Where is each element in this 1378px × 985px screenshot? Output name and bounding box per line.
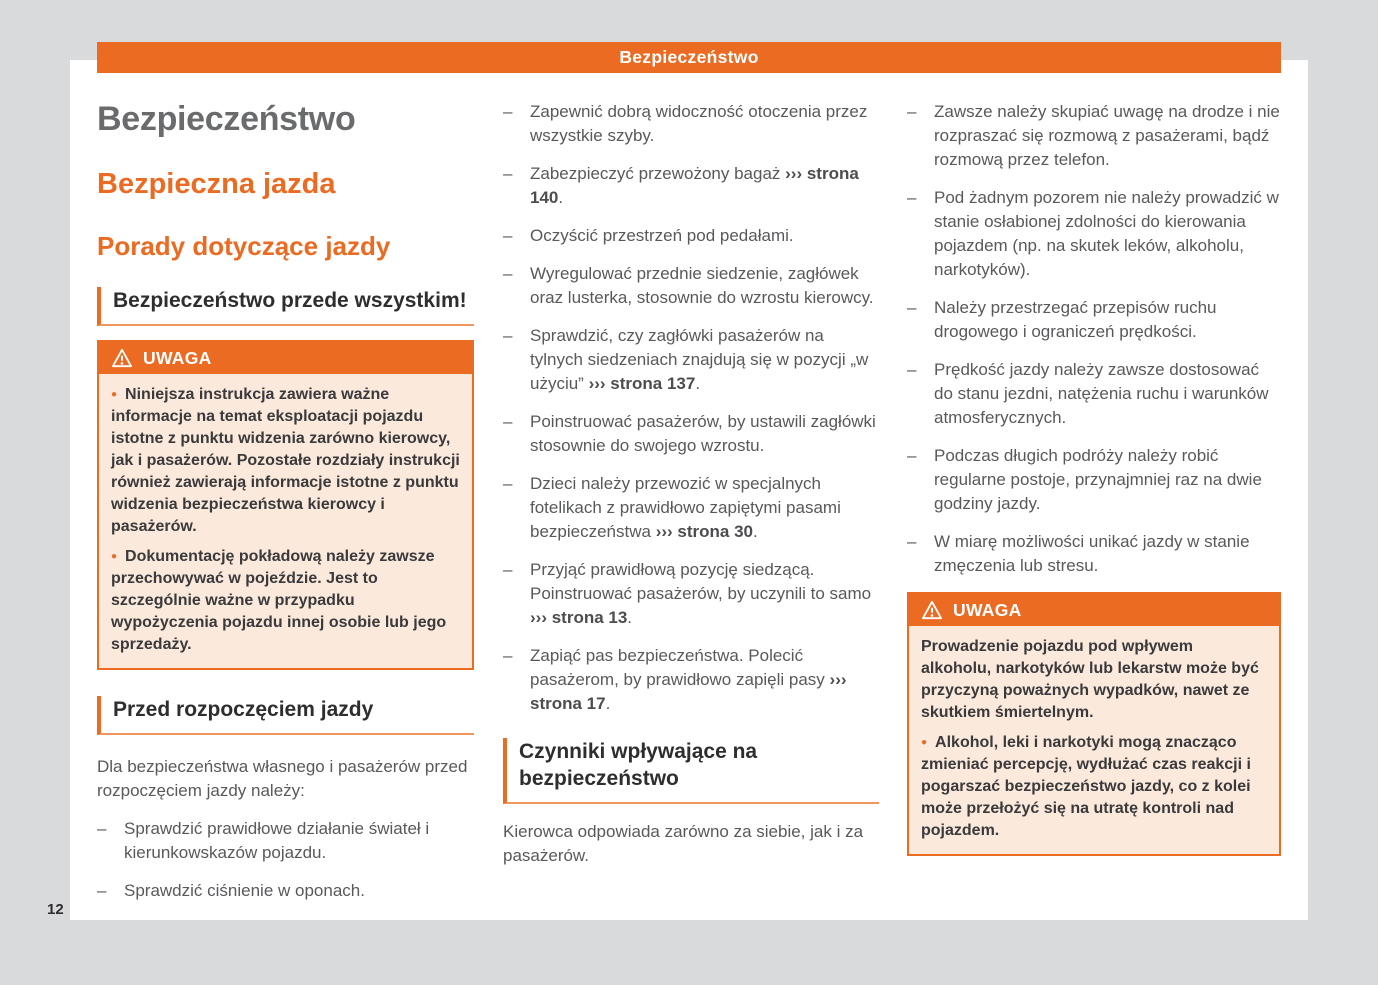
heading-czynniki-wplywajace: Czynniki wpływające na bezpieczeństwo [503, 738, 879, 804]
list-item: – Dzieci należy przewozić w specjalnych f… [503, 474, 841, 541]
warning-box-body: ● Niniejsza instrukcja zawiera ważne info… [99, 374, 472, 668]
warning-triangle-icon [922, 600, 942, 620]
heading-przed-rozpoczeciem-jazdy: Przed rozpoczęciem jazdy [97, 696, 474, 735]
warning-box-body: Prowadzenie pojazdu pod wpływem alkoholu… [909, 626, 1279, 854]
warning-box-uwaga-2: UWAGA Prowadzenie pojazdu pod wpływem al… [907, 592, 1281, 856]
warning-paragraph: Prowadzenie pojazdu pod wpływem alkoholu… [921, 638, 1259, 721]
right-column: – Zawsze należy skupiać uwagę na drodze i… [907, 95, 1281, 856]
list-item: – Zabezpieczyć przewożony bagaż ››› stron… [503, 164, 859, 207]
heading-bezpieczenstwo-przede-wszystkim: Bezpieczeństwo przede wszystkim! [97, 287, 474, 326]
list-item: – Wyregulować przednie siedzenie, zagłówe… [503, 264, 874, 307]
dash-bullet: – [97, 819, 107, 838]
safety-factors-list: – Zawsze należy skupiać uwagę na drodze i… [907, 100, 1281, 578]
checklist-before-driving-continued: – Zapewnić dobrą widoczność otoczenia prz… [503, 100, 879, 716]
bullet-icon: ● [111, 389, 118, 400]
list-item: – Sprawdzić ciśnienie w oponach. [97, 879, 474, 903]
list-item: – Zapiąć pas bezpieczeństwa. Polecić pasa… [503, 646, 847, 713]
middle-column: – Zapewnić dobrą widoczność otoczenia prz… [503, 95, 879, 868]
page-title: Bezpieczeństwo [97, 100, 356, 138]
page-reference: ››› strona 13 [530, 608, 628, 627]
list-item: – Należy przestrzegać przepisów ruchu dro… [907, 298, 1217, 341]
warning-box-uwaga-1: UWAGA ● Niniejsza instrukcja zawiera ważn… [97, 340, 474, 670]
page-reference: ››› strona 30 [655, 522, 753, 541]
list-item: – Zawsze należy skupiać uwagę na drodze i… [907, 102, 1280, 169]
dash-bullet: – [503, 646, 513, 665]
left-column: Bezpieczeństwo Bezpieczna jazda Porady d… [97, 95, 474, 917]
dash-bullet: – [97, 881, 107, 900]
dash-bullet: – [907, 298, 917, 317]
list-item: – Poinstruować pasażerów, by ustawili zag… [503, 412, 876, 455]
list-item: – Prędkość jazdy należy zawsze dostosować… [907, 360, 1269, 427]
dash-bullet: – [907, 532, 917, 551]
dash-bullet: – [907, 446, 917, 465]
list-item: – Sprawdzić, czy zagłówki pasażerów na ty… [503, 326, 869, 393]
dash-bullet: – [907, 102, 917, 121]
list-item: – Przyjąć prawidłową pozycję siedzącą. Po… [503, 560, 872, 627]
dash-bullet: – [503, 412, 513, 431]
list-item: – Podczas długich podróży należy robić re… [907, 446, 1262, 513]
list-item: – Zapewnić dobrą widoczność otoczenia prz… [503, 102, 868, 145]
chapter-header-bar: Bezpieczeństwo [97, 42, 1281, 73]
chapter-header-title: Bezpieczeństwo [619, 47, 759, 67]
page-reference: ››› strona 17 [530, 670, 847, 713]
list-item: – Sprawdzić prawidłowe działanie świateł … [97, 819, 430, 862]
warning-box-header: UWAGA [909, 594, 1279, 626]
bullet-icon: ● [921, 737, 928, 748]
list-item: – Pod żadnym pozorem nie należy prowadzić… [907, 188, 1279, 279]
dash-bullet: – [503, 264, 513, 283]
dash-bullet: – [503, 326, 513, 345]
dash-bullet: – [503, 560, 513, 579]
warning-paragraph: ● Niniejsza instrukcja zawiera ważne info… [111, 386, 460, 535]
dash-bullet: – [907, 360, 917, 379]
driver-responsibility-paragraph: Kierowca odpowiada zarówno za siebie, ja… [503, 822, 864, 865]
warning-title: UWAGA [143, 347, 212, 368]
checklist-before-driving: – Sprawdzić prawidłowe działanie świateł … [97, 817, 474, 903]
dash-bullet: – [503, 102, 513, 121]
list-item: – Oczyścić przestrzeń pod pedałami. [503, 224, 879, 248]
dash-bullet: – [503, 226, 513, 245]
section-heading-bezpieczna-jazda: Bezpieczna jazda [97, 168, 336, 200]
intro-paragraph: Dla bezpieczeństwa własnego i pasażerów … [97, 757, 468, 800]
list-item: – W miarę możliwości unikać jazdy w stani… [907, 532, 1250, 575]
warning-paragraph: ● Alkohol, leki i narkotyki mogą znacząco… [921, 734, 1251, 839]
warning-triangle-icon [112, 348, 132, 368]
dash-bullet: – [907, 188, 917, 207]
dash-bullet: – [503, 164, 513, 183]
warning-box-header: UWAGA [99, 342, 472, 374]
bullet-icon: ● [111, 551, 118, 562]
page-reference: ››› strona 140 [530, 164, 859, 207]
dash-bullet: – [503, 474, 513, 493]
warning-title: UWAGA [953, 599, 1022, 620]
page-number: 12 [47, 901, 64, 918]
section-heading-porady-dotyczace-jazdy: Porady dotyczące jazdy [97, 231, 391, 261]
page-reference: ››› strona 137 [588, 374, 696, 393]
warning-paragraph: ● Dokumentację pokładową należy zawsze pr… [111, 548, 447, 653]
